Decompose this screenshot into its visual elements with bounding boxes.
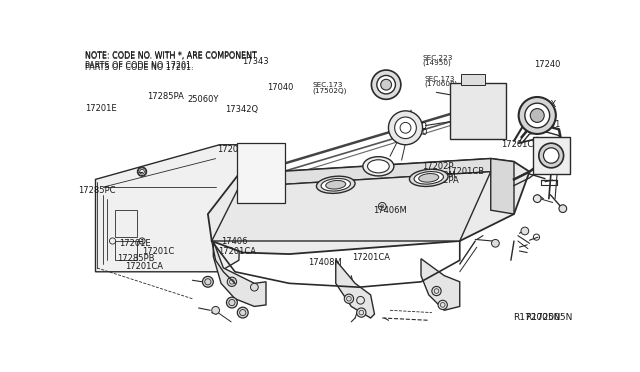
Polygon shape: [336, 260, 374, 318]
Bar: [451, 83, 506, 139]
Text: (17060P): (17060P): [425, 81, 458, 87]
Text: (17502Q): (17502Q): [312, 87, 346, 94]
Text: 17201: 17201: [218, 145, 244, 154]
Text: 17228M: 17228M: [422, 171, 456, 180]
Bar: [115, 210, 136, 237]
Text: 17201CA: 17201CA: [219, 247, 257, 256]
Circle shape: [388, 111, 422, 145]
Polygon shape: [421, 259, 460, 310]
Circle shape: [356, 308, 366, 317]
Polygon shape: [213, 241, 266, 307]
Text: R172005N: R172005N: [513, 313, 560, 322]
Circle shape: [432, 286, 441, 296]
Text: NOTE: CODE NO. WITH *, ARE COMPONENT
PARTS OF CODE NO 17201.: NOTE: CODE NO. WITH *, ARE COMPONENT PAR…: [84, 51, 257, 70]
Circle shape: [395, 117, 417, 139]
Text: 17406M: 17406M: [372, 206, 406, 215]
Text: 17200: 17200: [401, 128, 428, 137]
Text: 25060Y: 25060Y: [188, 94, 219, 103]
Ellipse shape: [321, 179, 351, 191]
Circle shape: [533, 195, 541, 202]
Circle shape: [250, 283, 259, 291]
Bar: [115, 241, 136, 260]
Circle shape: [525, 103, 550, 128]
Text: 17040: 17040: [267, 83, 293, 92]
Polygon shape: [95, 145, 243, 272]
Text: R172005N: R172005N: [525, 313, 573, 322]
Circle shape: [543, 148, 559, 163]
Ellipse shape: [414, 171, 444, 184]
Bar: [461, 74, 484, 85]
Text: 17201CA: 17201CA: [125, 262, 163, 271]
Text: 17202PA: 17202PA: [422, 176, 459, 186]
Text: 17406: 17406: [221, 237, 248, 246]
Text: 17201C: 17201C: [142, 247, 174, 256]
Circle shape: [539, 143, 564, 168]
Text: (14950): (14950): [422, 60, 451, 66]
Circle shape: [237, 307, 248, 318]
Ellipse shape: [326, 180, 346, 189]
Text: 17571X: 17571X: [524, 100, 556, 109]
Bar: [532, 137, 570, 174]
Ellipse shape: [367, 160, 389, 173]
Ellipse shape: [381, 79, 392, 90]
Text: 17201CB: 17201CB: [500, 140, 539, 150]
Text: 17285PA: 17285PA: [147, 92, 184, 101]
Circle shape: [521, 227, 529, 235]
Text: 17201E: 17201E: [86, 104, 117, 113]
Circle shape: [344, 294, 353, 303]
Circle shape: [227, 277, 237, 286]
Text: NOTE: CODE NO. WITH *, ARE COMPONENT
PARTS OF CODE NO 17201.: NOTE: CODE NO. WITH *, ARE COMPONENT PAR…: [84, 52, 257, 72]
Ellipse shape: [410, 169, 448, 186]
Circle shape: [559, 205, 566, 212]
Circle shape: [202, 276, 213, 287]
Text: 17202P: 17202P: [422, 162, 454, 171]
Polygon shape: [491, 158, 514, 214]
Polygon shape: [212, 172, 491, 241]
Ellipse shape: [371, 70, 401, 99]
Text: 17201CB: 17201CB: [446, 167, 484, 176]
Ellipse shape: [419, 174, 439, 182]
Text: 17201E: 17201E: [119, 239, 150, 248]
Text: 17285PB: 17285PB: [117, 254, 154, 263]
Circle shape: [492, 240, 499, 247]
Polygon shape: [239, 158, 491, 187]
Ellipse shape: [363, 157, 394, 176]
Circle shape: [227, 297, 237, 308]
Text: SEC.223: SEC.223: [422, 55, 452, 61]
Circle shape: [518, 97, 556, 134]
Polygon shape: [208, 158, 529, 254]
Text: 17285PC: 17285PC: [78, 186, 116, 195]
Text: SEC.173: SEC.173: [312, 82, 342, 88]
Circle shape: [531, 109, 544, 122]
Circle shape: [212, 307, 220, 314]
Ellipse shape: [377, 76, 396, 94]
Text: 17220Q: 17220Q: [394, 122, 428, 131]
Text: 17251: 17251: [534, 121, 560, 129]
Text: 17240: 17240: [534, 60, 560, 69]
Bar: [237, 143, 285, 203]
Text: 17408M: 17408M: [308, 259, 342, 267]
Text: SEC.173: SEC.173: [425, 76, 455, 82]
Text: 17342Q: 17342Q: [225, 105, 259, 113]
Circle shape: [438, 300, 447, 310]
Text: 17201CA: 17201CA: [352, 253, 390, 262]
Text: 17343: 17343: [242, 57, 269, 66]
Ellipse shape: [316, 176, 355, 193]
